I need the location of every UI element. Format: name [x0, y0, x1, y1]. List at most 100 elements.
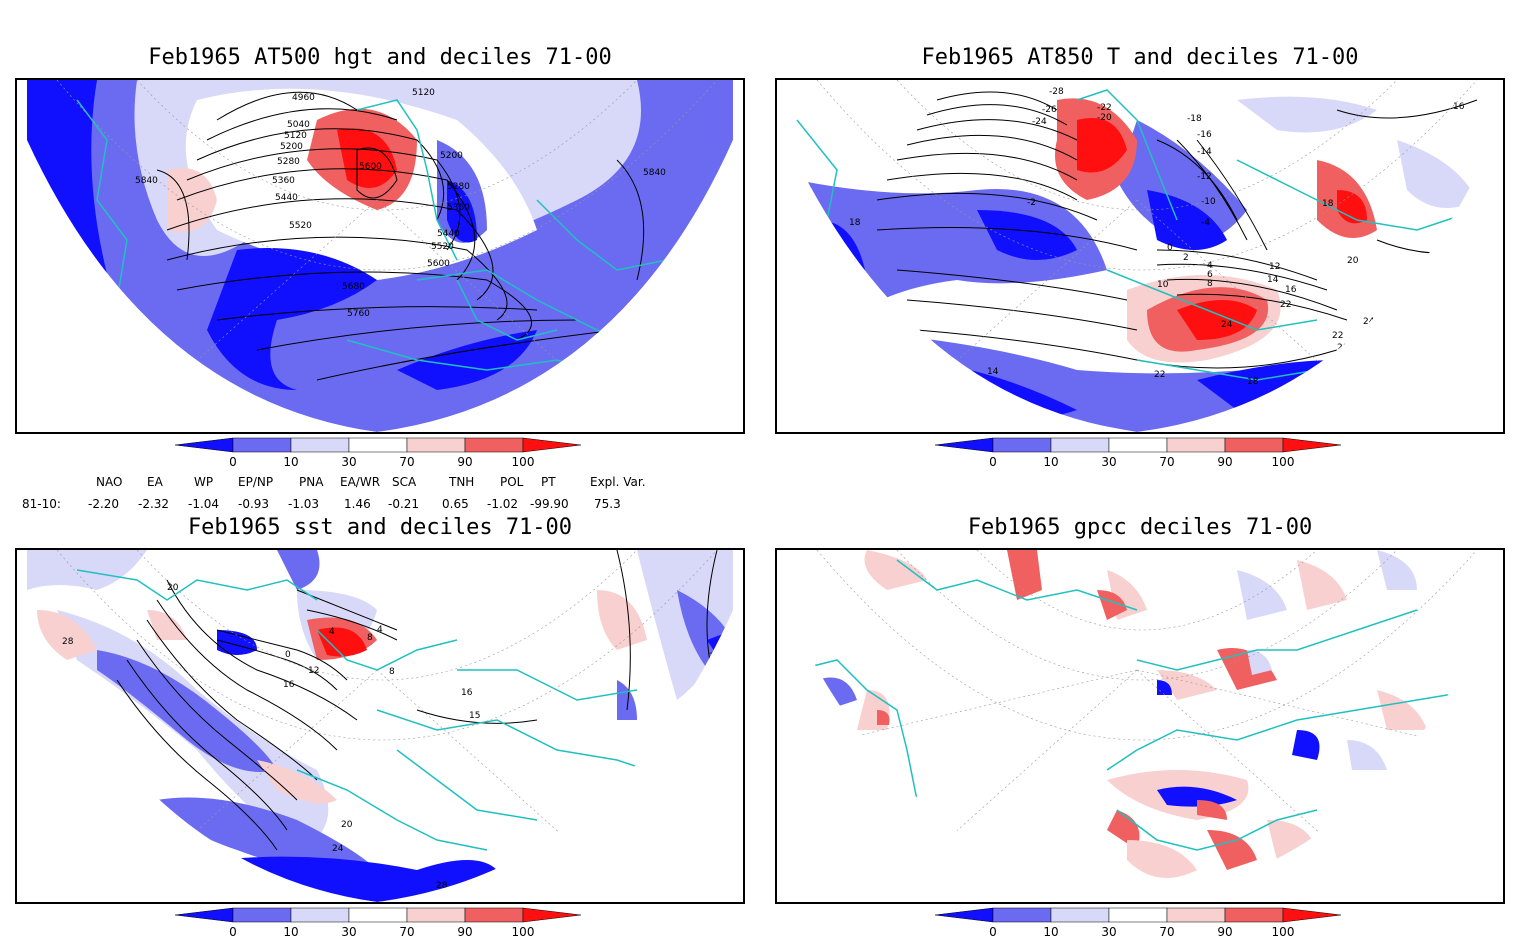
colorbar-tick-label: 10 — [1043, 925, 1058, 939]
contour-label: 28 — [62, 637, 74, 647]
index-value: 75.3 — [594, 497, 621, 511]
indices-table: NAO EA WP EP/NP PNA EA/WR SCA TNH POL PT… — [0, 475, 760, 515]
contour-label: 4960 — [292, 93, 315, 103]
contour-label: -26 — [1042, 105, 1057, 115]
contour-label: 0 — [285, 650, 291, 660]
index-header: EA — [147, 475, 163, 489]
colorbar-segment — [1166, 437, 1226, 453]
panel-title-gpcc: Feb1965 gpcc deciles 71-00 — [967, 515, 1313, 540]
colorbar-segment — [232, 907, 292, 923]
colorbar-tick-label: 0 — [229, 455, 237, 469]
colorbar-segment — [290, 437, 350, 453]
index-value: -0.21 — [388, 497, 420, 511]
map-panel-hgt500: 4960 5120 5040 5120 5200 5280 5360 5440 … — [15, 78, 745, 434]
colorbar-segment — [464, 437, 524, 453]
index-header: POL — [500, 475, 524, 489]
contour-label: 5520 — [289, 221, 312, 231]
contour-label: 8 — [1207, 279, 1213, 289]
contour-label: 20 — [341, 820, 353, 830]
colorbar-segment — [406, 907, 466, 923]
colorbar-gpcc: 0 10 30 70 90 100 — [934, 907, 1355, 948]
contour-label: 18 — [849, 218, 861, 228]
contour-label: 5600 — [427, 259, 450, 269]
colorbar-tick-label: 0 — [989, 925, 997, 939]
contour-label: 5440 — [275, 193, 298, 203]
colorbar-segment — [1108, 437, 1168, 453]
contour-label: 2 — [1183, 253, 1189, 263]
index-value: -1.02 — [487, 497, 519, 511]
colorbar-graphic: 0 10 30 70 90 100 — [174, 437, 582, 469]
contour-label: 16 — [1453, 102, 1465, 112]
contour-label: -14 — [1197, 147, 1212, 157]
contour-label: 4 — [377, 625, 383, 635]
contour-label: 10 — [1157, 280, 1169, 290]
index-header: NAO — [96, 475, 123, 489]
contour-label: -10 — [1201, 197, 1216, 207]
contour-label: 5280 — [447, 182, 470, 192]
contour-label: 18 — [1247, 377, 1259, 387]
index-header: Expl. Var. — [590, 475, 646, 489]
contour-label: 15 — [469, 711, 480, 721]
colorbar-tick-label: 30 — [1101, 455, 1116, 469]
contour-label: 5440 — [437, 229, 460, 239]
colorbar-tick-label: 90 — [1217, 925, 1232, 939]
colorbar-tick-label: 90 — [457, 455, 472, 469]
colorbar-tick-label: 30 — [341, 925, 356, 939]
contour-label: -24 — [1032, 117, 1047, 127]
contour-label: 4 — [329, 627, 335, 637]
index-header: SCA — [392, 475, 417, 489]
contour-label: 20 — [1347, 256, 1359, 266]
index-value: -2.20 — [88, 497, 120, 511]
contour-label: 5600 — [359, 162, 382, 172]
contour-label: 5200 — [440, 151, 463, 161]
contour-label: -18 — [1187, 114, 1202, 124]
contour-label: 5360 — [447, 203, 470, 213]
colorbar-tick-label: 70 — [399, 455, 414, 469]
colorbar-sst: 0 10 30 70 90 100 — [174, 907, 595, 948]
colorbar-segment — [992, 437, 1052, 453]
contour-label: 8 — [389, 667, 395, 677]
colorbar-arrow-low — [934, 907, 994, 923]
contour-label: 0 — [1167, 243, 1173, 253]
colorbar-graphic: 0 10 30 70 90 100 — [934, 437, 1342, 469]
map-sst-graphic: 20 28 0 4 8 12 16 4 8 15 16 20 24 28 28 — [17, 550, 743, 902]
colorbar-arrow-high — [522, 907, 582, 923]
map-gpcc-graphic — [777, 550, 1503, 902]
index-value: 0.65 — [442, 497, 469, 511]
colorbar-arrow-high — [1282, 437, 1342, 453]
panel-title-hgt500: Feb1965 AT500 hgt and deciles 71-00 — [148, 45, 612, 70]
colorbar-hgt500: 0 10 30 70 90 100 — [174, 437, 595, 478]
contour-label: 5520 — [431, 242, 454, 252]
colorbar-tick-label: 0 — [229, 925, 237, 939]
colorbar-segment — [464, 907, 524, 923]
colorbar-segment — [1050, 907, 1110, 923]
index-header: WP — [194, 475, 214, 489]
map-panel-gpcc — [775, 548, 1505, 904]
colorbar-arrow-low — [934, 437, 994, 453]
colorbar-graphic: 0 10 30 70 90 100 — [174, 907, 582, 939]
colorbar-tick-label: 100 — [1272, 455, 1295, 469]
colorbar-graphic: 0 10 30 70 90 100 — [934, 907, 1342, 939]
colorbar-tick-label: 70 — [1159, 925, 1174, 939]
contour-label: 5360 — [272, 176, 295, 186]
contour-label: 6 — [1207, 270, 1213, 280]
index-header: PT — [541, 475, 556, 489]
colorbar-t850: 0 10 30 70 90 100 — [934, 437, 1355, 478]
panel-title-t850: Feb1965 AT850 T and deciles 71-00 — [921, 45, 1359, 70]
contour-label: 5680 — [342, 282, 365, 292]
colorbar-segment — [1108, 907, 1168, 923]
index-row-label: 81-10: — [22, 497, 61, 511]
colorbar-segment — [1224, 437, 1284, 453]
colorbar-tick-label: 0 — [989, 455, 997, 469]
contour-label: 16 — [461, 688, 473, 698]
contour-label: 5040 — [287, 120, 310, 130]
index-header: PNA — [299, 475, 324, 489]
contour-label: 5120 — [284, 131, 307, 141]
colorbar-tick-label: 10 — [1043, 455, 1058, 469]
contour-label: 12 — [1269, 262, 1280, 272]
index-value: -2.32 — [138, 497, 170, 511]
contour-label: 14 — [987, 367, 999, 377]
colorbar-arrow-low — [174, 437, 234, 453]
index-value: 1.46 — [344, 497, 371, 511]
index-header: EA/WR — [340, 475, 381, 489]
